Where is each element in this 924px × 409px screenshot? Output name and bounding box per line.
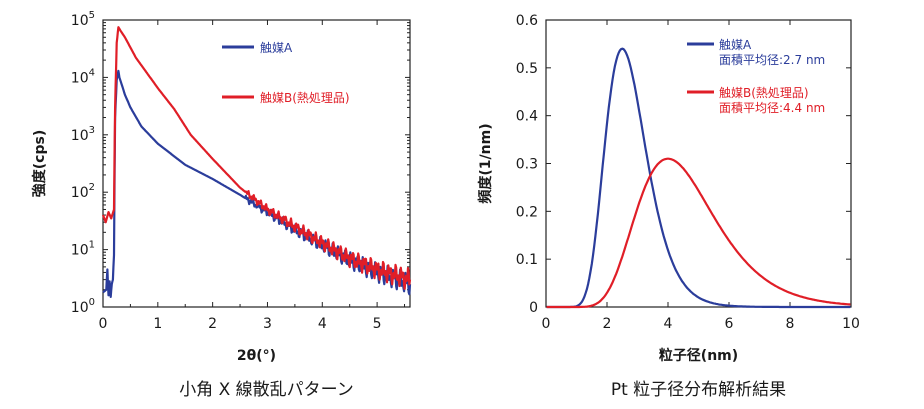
x-tick-label: 5 — [373, 316, 382, 332]
x-tick-label: 6 — [725, 316, 734, 332]
x-axis-label: 2θ(°) — [237, 348, 276, 364]
y-tick-label: 0.3 — [516, 157, 538, 173]
legend-label: 触媒A — [719, 38, 752, 52]
legend-sublabel: 面積平均径:2.7 nm — [719, 52, 825, 67]
y-tick-label: 104 — [71, 67, 95, 86]
series-line-catalyst-a — [546, 47, 851, 309]
x-tick-label: 10 — [842, 316, 860, 332]
series-line-catalyst-b — [101, 26, 412, 290]
y-tick-label: 0.2 — [516, 204, 538, 220]
y-tick-label: 0.5 — [516, 61, 538, 77]
x-tick-label: 8 — [786, 316, 795, 332]
y-tick-label: 0.6 — [516, 13, 538, 29]
x-tick-label: 2 — [208, 316, 217, 332]
x-tick-label: 2 — [603, 316, 612, 332]
x-tick-label: 3 — [263, 316, 272, 332]
chart-caption: Pt 粒子径分布解析結果 — [611, 380, 786, 400]
chart-caption: 小角 X 線散乱パターン — [179, 380, 354, 400]
x-tick-label: 0 — [99, 316, 108, 332]
x-axis-label: 粒子径(nm) — [659, 347, 738, 364]
y-tick-label: 0.4 — [516, 109, 538, 125]
y-axis-label: 頻度(1/nm) — [477, 123, 494, 203]
x-tick-label: 4 — [318, 316, 327, 332]
x-tick-label: 0 — [542, 316, 551, 332]
legend-sublabel: 面積平均径:4.4 nm — [719, 100, 825, 115]
y-tick-label: 103 — [71, 125, 95, 144]
legend-label: 触媒A — [260, 41, 293, 55]
legend-label: 触媒B(熱処理品) — [260, 91, 350, 105]
y-tick-label: 100 — [71, 297, 95, 316]
y-tick-label: 0.1 — [516, 252, 538, 268]
legend-label: 触媒B(熱処理品) — [719, 86, 809, 100]
y-tick-label: 101 — [71, 240, 95, 259]
y-tick-label: 102 — [71, 182, 95, 201]
x-tick-label: 4 — [664, 316, 673, 332]
y-tick-label: 0 — [529, 300, 538, 316]
y-axis-label: 強度(cps) — [31, 130, 48, 197]
x-tick-label: 1 — [153, 316, 162, 332]
plot-frame-left — [102, 19, 411, 308]
series-line-catalyst-b — [546, 157, 851, 309]
y-tick-label: 105 — [71, 10, 95, 29]
